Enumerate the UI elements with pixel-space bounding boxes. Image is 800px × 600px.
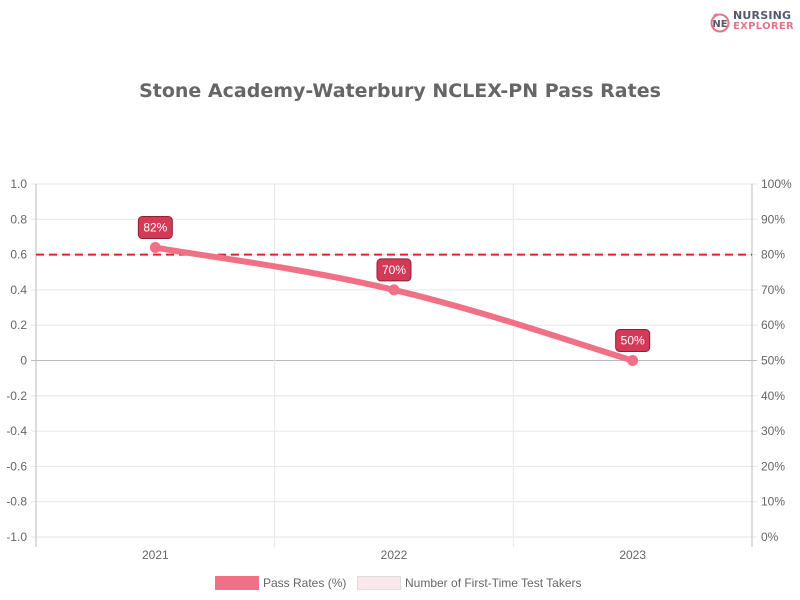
right-axis-tick: 60% — [761, 318, 785, 332]
left-axis-tick: -0.4 — [6, 424, 27, 438]
data-point[interactable] — [388, 284, 400, 296]
left-y-axis: 1.0 0.8 0.6 0.4 0.2 0 -0.2 -0.4 -0.6 -0.8 -1.0 — [6, 177, 27, 544]
brand-name-line1: NURSING — [733, 9, 792, 22]
left-axis-tick: 0.4 — [10, 283, 27, 297]
data-label: 82% — [143, 221, 167, 235]
left-axis-tick: -0.8 — [6, 495, 27, 509]
brand-name-line2: EXPLORER — [733, 21, 795, 32]
x-axis-tick: 2022 — [381, 548, 408, 562]
legend-item-pass-rates[interactable]: Pass Rates (%) — [215, 576, 346, 590]
data-label: 50% — [621, 334, 645, 348]
x-axis: 2021 2022 2023 — [142, 548, 646, 562]
legend: Pass Rates (%) Number of First-Time Test… — [0, 576, 800, 592]
data-point[interactable] — [149, 242, 161, 254]
right-axis-tick: 20% — [761, 459, 785, 473]
legend-swatch-pass-rates — [215, 576, 259, 590]
data-label-badge — [137, 216, 173, 240]
right-axis-tick: 100% — [761, 177, 792, 191]
chart-title: Stone Academy-Waterbury NCLEX-PN Pass Ra… — [139, 80, 661, 102]
left-axis-tick: -0.2 — [6, 389, 27, 403]
right-axis-tick: 30% — [761, 424, 785, 438]
svg-text:NE: NE — [712, 19, 727, 30]
left-axis-tick: 0.6 — [10, 248, 27, 262]
left-axis-tick: 0.8 — [10, 212, 27, 226]
right-axis-tick: 80% — [761, 248, 785, 262]
right-y-axis: 100% 90% 80% 70% 60% 50% 40% 30% 20% 10% 0% — [761, 177, 792, 544]
data-label: 70% — [382, 263, 406, 277]
gridlines — [31, 183, 757, 547]
legend-label: Number of First-Time Test Takers — [405, 576, 582, 590]
left-axis-tick: 0 — [20, 354, 27, 368]
data-label-badge — [615, 329, 651, 352]
right-axis-tick: 0% — [761, 530, 779, 544]
legend-swatch-test-takers — [357, 576, 401, 590]
x-axis-tick: 2021 — [142, 548, 169, 562]
right-axis-tick: 50% — [761, 354, 785, 368]
nursing-explorer-logo-icon: NE — [710, 13, 730, 33]
data-label-badge — [376, 258, 412, 282]
right-axis-tick: 90% — [761, 212, 785, 226]
x-axis-tick: 2023 — [619, 548, 646, 562]
legend-item-test-takers[interactable]: Number of First-Time Test Takers — [357, 576, 581, 590]
right-axis-tick: 70% — [761, 283, 785, 297]
right-axis-tick: 10% — [761, 495, 785, 509]
left-axis-tick: -1.0 — [6, 530, 27, 544]
right-axis-tick: 40% — [761, 389, 785, 403]
left-axis-tick: 1.0 — [10, 177, 27, 191]
left-axis-tick: 0.2 — [10, 318, 27, 332]
data-point[interactable] — [627, 355, 639, 366]
left-axis-tick: -0.6 — [6, 459, 27, 473]
legend-label: Pass Rates (%) — [263, 576, 347, 590]
pass-rate-series[interactable]: 82% 70% 50% — [137, 216, 651, 366]
brand-logo: NE NURSING EXPLORER — [708, 8, 798, 34]
